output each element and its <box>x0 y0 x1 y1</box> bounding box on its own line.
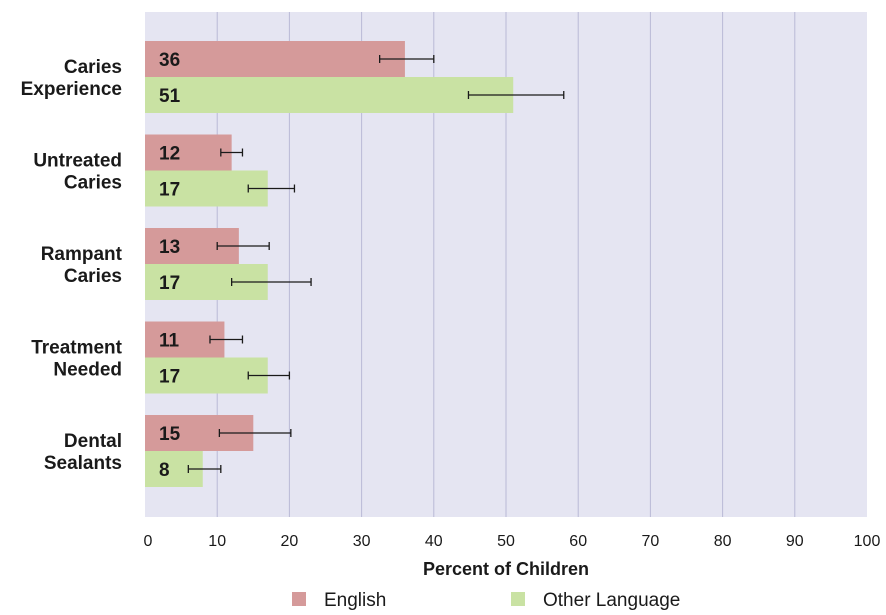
value-label: 17 <box>159 273 180 294</box>
value-labels-group: 36 51 12 17 13 17 11 17 15 8 <box>159 50 181 481</box>
category-label-line: Experience <box>21 79 122 100</box>
category-label-line: Untreated <box>33 151 122 172</box>
value-label: 17 <box>159 180 180 201</box>
bars-group <box>145 41 514 487</box>
bar <box>145 41 405 77</box>
category-label-line: Caries <box>64 173 122 194</box>
value-label: 51 <box>159 86 181 107</box>
legend-label: Other Language <box>543 590 680 611</box>
bar <box>145 357 268 394</box>
x-tick-label: 60 <box>569 533 587 550</box>
x-tick-labels-group: 0 10 20 30 40 50 60 70 80 90 100 <box>144 533 881 550</box>
bar <box>145 134 232 171</box>
x-tick-label: 20 <box>281 533 299 550</box>
category-label-line: Rampant <box>41 244 123 265</box>
category-label: Caries Experience <box>21 57 122 100</box>
category-label-line: Dental <box>64 431 122 452</box>
x-tick-label: 80 <box>714 533 732 550</box>
legend-swatch <box>511 592 525 606</box>
category-label-line: Treatment <box>31 338 122 359</box>
x-tick-label: 70 <box>642 533 660 550</box>
x-tick-label: 30 <box>353 533 371 550</box>
category-label-line: Caries <box>64 57 122 78</box>
x-tick-label: 40 <box>425 533 443 550</box>
category-label: Dental Sealants <box>44 431 122 474</box>
error-bars-group <box>187 55 565 473</box>
x-axis-title: Percent of Children <box>423 559 589 579</box>
x-tick-label: 90 <box>786 533 804 550</box>
value-label: 12 <box>159 144 180 165</box>
value-label: 36 <box>159 50 180 71</box>
legend-label: English <box>324 590 386 611</box>
value-label: 13 <box>159 237 180 258</box>
category-label: Untreated Caries <box>33 151 122 194</box>
value-label: 17 <box>159 367 180 388</box>
x-tick-label: 0 <box>144 533 153 550</box>
value-label: 8 <box>159 460 170 481</box>
category-label-line: Caries <box>64 266 122 287</box>
bar <box>145 77 514 113</box>
legend-swatch <box>292 592 306 606</box>
bar <box>145 170 268 207</box>
legend: English Other Language <box>292 590 680 611</box>
category-label: Rampant Caries <box>41 244 123 287</box>
x-tick-label: 100 <box>854 533 881 550</box>
category-label-line: Sealants <box>44 453 122 474</box>
value-label: 15 <box>159 424 181 445</box>
category-label: Treatment Needed <box>31 338 122 381</box>
category-label-line: Needed <box>53 360 122 381</box>
x-tick-label: 10 <box>208 533 226 550</box>
value-label: 11 <box>159 331 180 352</box>
x-tick-label: 50 <box>497 533 515 550</box>
